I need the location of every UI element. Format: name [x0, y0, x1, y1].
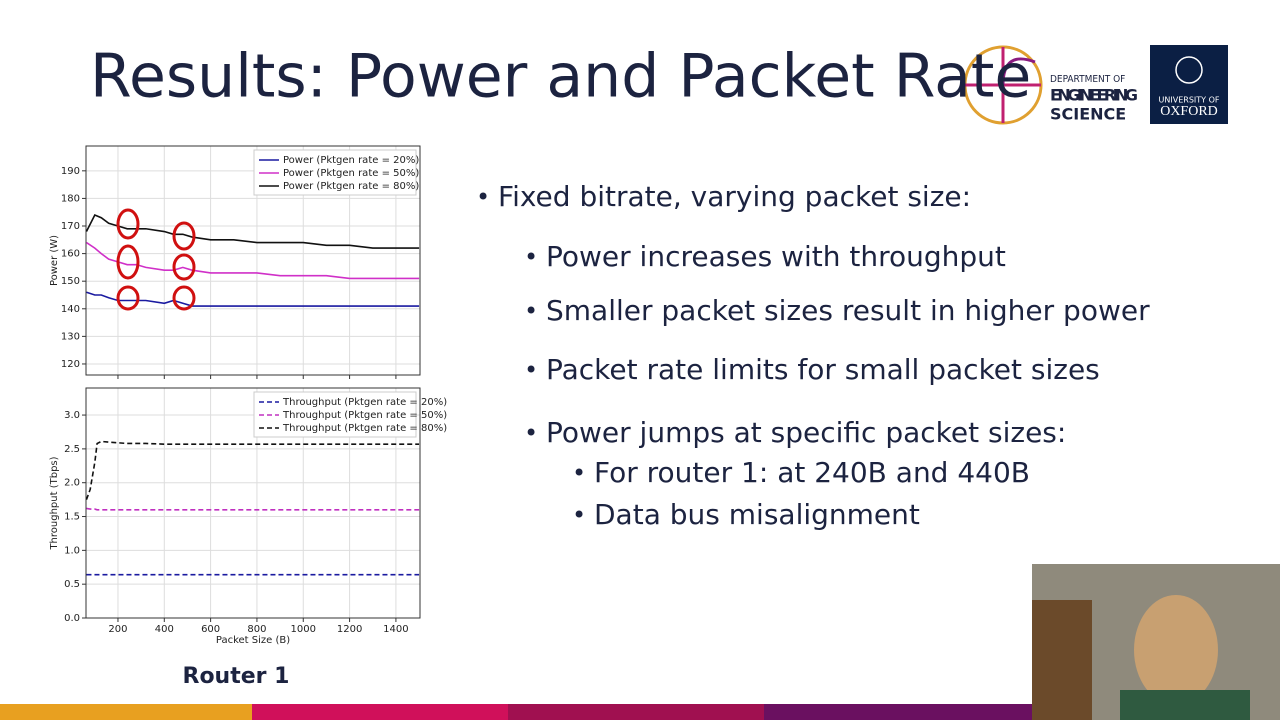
dept-logo-text: DEPARTMENT OF [1050, 74, 1125, 85]
y-tick-label: 150 [61, 276, 80, 287]
bullet-text: Power jumps at specific packet sizes: [546, 416, 1066, 449]
bullet-dot: • [524, 356, 538, 384]
y-tick-label: 120 [61, 359, 80, 370]
chart-caption: Router 1 [183, 664, 290, 689]
legend-label: Power (Pktgen rate = 20%) [283, 155, 419, 166]
y-tick-label: 3.0 [64, 410, 80, 421]
series-line [85, 213, 420, 249]
webcam-shelf [1032, 600, 1092, 720]
bullet-text: Data bus misalignment [594, 498, 920, 531]
x-tick-label: 1400 [383, 624, 408, 635]
oxford-logo [1150, 45, 1228, 124]
bullet-text: Power increases with throughput [546, 240, 1006, 273]
series-line [86, 241, 420, 280]
bullet-dot: • [572, 459, 586, 487]
y-tick-label: 130 [61, 331, 80, 342]
stripe [764, 704, 1032, 720]
y-tick-label: 160 [61, 249, 80, 260]
legend-label: Power (Pktgen rate = 80%) [283, 181, 419, 192]
y-tick-label: 140 [61, 304, 80, 315]
legend-box [253, 149, 417, 196]
bullet-text: For router 1: at 240B and 440B [594, 456, 1030, 489]
bullet-dot: • [524, 419, 538, 447]
stripe [508, 704, 764, 720]
oxford-crest [1175, 56, 1203, 84]
x-tick-label: 1200 [337, 624, 362, 635]
y-tick-label: 0.0 [64, 613, 80, 624]
stripe [0, 704, 252, 720]
webcam-person-top [1120, 690, 1250, 720]
y-tick-label: 2.0 [64, 478, 80, 489]
y-tick-label: 1.0 [64, 545, 80, 556]
plot-frame [85, 387, 421, 619]
webcam-person [1134, 595, 1218, 705]
oxford-logo-text: OXFORD [1160, 104, 1218, 119]
y-tick-label: 180 [61, 193, 80, 204]
plot-frame [85, 145, 421, 376]
series-line [86, 507, 420, 511]
y-tick-label: 0.5 [64, 579, 80, 590]
legend-label: Throughput (Pktgen rate = 50%) [282, 410, 447, 421]
bullet-dot: • [524, 297, 538, 325]
y-tick-label: 2.5 [64, 444, 80, 455]
stripe [252, 704, 508, 720]
dept-logo-mark [963, 45, 1043, 125]
legend-label: Throughput (Pktgen rate = 20%) [282, 397, 447, 408]
x-tick-label: 800 [247, 624, 266, 635]
dept-logo-text: SCIENCE [1050, 105, 1126, 124]
y-tick-label: 170 [61, 221, 80, 232]
oxford-logo-text: UNIVERSITY OF [1159, 96, 1220, 105]
x-tick-label: 400 [155, 624, 174, 635]
y-axis-label: Power (W) [49, 235, 60, 286]
legend-label: Power (Pktgen rate = 50%) [283, 168, 419, 179]
series-line [86, 291, 420, 307]
bullet-text: Fixed bitrate, varying packet size: [498, 180, 971, 213]
slide-title: Results: Power and Packet Rate [90, 42, 1031, 112]
bullet-text: Smaller packet sizes result in higher po… [546, 294, 1150, 327]
bullet-dot: • [476, 183, 490, 211]
x-tick-label: 1000 [291, 624, 316, 635]
annotations [116, 208, 196, 311]
bullet-text: Packet rate limits for small packet size… [546, 353, 1100, 386]
legend-label: Throughput (Pktgen rate = 80%) [282, 423, 447, 434]
chart: 200 400 600 800 1000 1200 1400 0.0 0.5 1.0 1.5 2.0 2… [49, 387, 447, 646]
y-tick-label: 190 [61, 166, 80, 177]
x-tick-label: 200 [108, 624, 127, 635]
legend-box [253, 391, 417, 438]
x-tick-label: 600 [201, 624, 220, 635]
x-axis-label: Packet Size (B) [216, 635, 290, 646]
y-tick-label: 1.5 [64, 512, 80, 523]
dept-logo-text: ENGINEERING [1050, 86, 1138, 105]
bullet-dot: • [572, 501, 586, 529]
y-axis-label: Throughput (Tbps) [49, 456, 60, 550]
chart: 120 130 140 150 160 170 180 190 Power (W) Power (… [49, 145, 421, 379]
bullet-dot: • [524, 243, 538, 271]
